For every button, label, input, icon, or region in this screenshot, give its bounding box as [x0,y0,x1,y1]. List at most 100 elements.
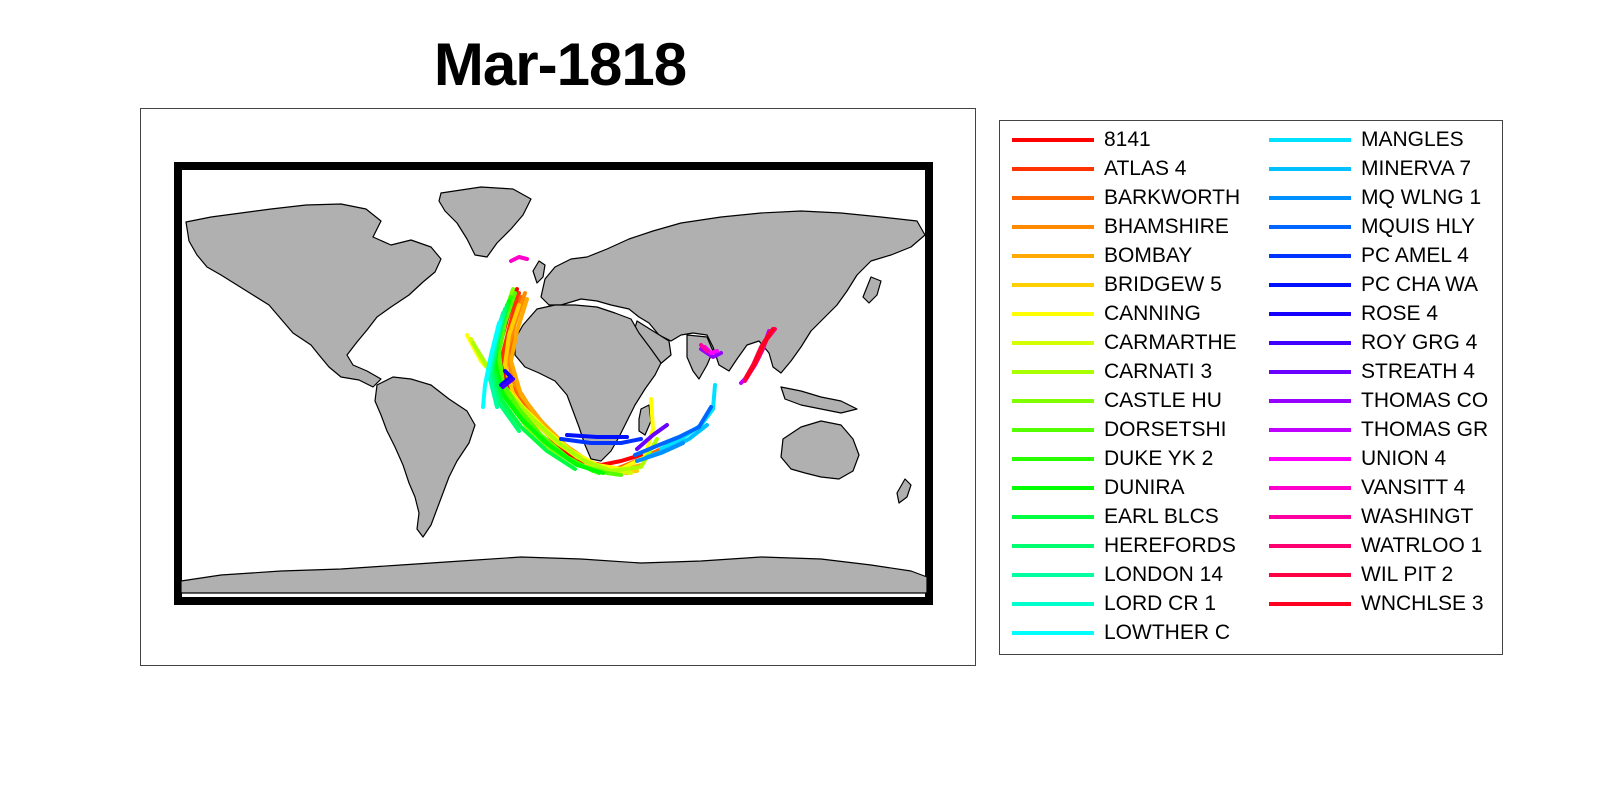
ship-route [565,433,629,439]
legend-label: UNION 4 [1361,446,1447,470]
world-map [174,162,933,605]
legend-swatch [1269,369,1351,374]
legend-label: CANNING [1104,301,1201,325]
legend-swatch [1012,195,1094,200]
legend-entry: ROY GRG 4 [1257,328,1477,357]
legend-swatch [1012,398,1094,403]
legend-label: DUKE YK 2 [1104,446,1214,470]
legend-swatch [1012,427,1094,432]
ship-route [481,321,501,409]
legend-label: STREATH 4 [1361,359,1475,383]
legend-label: BARKWORTH [1104,185,1241,209]
legend-label: CARNATI 3 [1104,359,1213,383]
legend-entry: CASTLE HU [1000,386,1222,415]
legend-label: WNCHLSE 3 [1361,591,1484,615]
legend-entry: 8141 [1000,125,1151,154]
legend-entry: WIL PIT 2 [1257,560,1453,589]
legend-label: WIL PIT 2 [1361,562,1454,586]
legend-entry: STREATH 4 [1257,357,1475,386]
legend-entry: MQUIS HLY [1257,212,1475,241]
legend-label: CASTLE HU [1104,388,1222,412]
legend-label: MQUIS HLY [1361,214,1475,238]
madagascar [638,404,652,436]
land-masses [180,186,928,594]
legend-swatch [1012,224,1094,229]
legend-entry: CARMARTHE [1000,328,1237,357]
legend-entry: PC AMEL 4 [1257,241,1469,270]
legend-entry: VANSITT 4 [1257,473,1465,502]
legend-swatch [1269,456,1351,461]
legend-entry: MANGLES [1257,125,1464,154]
legend-entry: HEREFORDS [1000,531,1236,560]
legend-entry: BHAMSHIRE [1000,212,1229,241]
legend-entry: WATRLOO 1 [1257,531,1482,560]
legend-label: LORD CR 1 [1104,591,1217,615]
legend-label: BRIDGEW 5 [1104,272,1222,296]
legend-entry: BOMBAY [1000,241,1192,270]
legend-entry: DORSETSHI [1000,415,1227,444]
legend-entry: ATLAS 4 [1000,154,1186,183]
legend-swatch [1012,630,1094,635]
legend-label: EARL BLCS [1104,504,1219,528]
legend-entry: LOWTHER C [1000,618,1230,647]
legend-label: ROY GRG 4 [1361,330,1478,354]
legend-label: 8141 [1104,127,1151,151]
ship-routes [465,255,777,477]
ship-route [559,437,643,445]
legend-label: DORSETSHI [1104,417,1227,441]
ship-route [745,327,775,379]
legend-swatch [1012,572,1094,577]
legend-entry: THOMAS GR [1257,415,1488,444]
legend-entry: CARNATI 3 [1000,357,1212,386]
legend-label: LOWTHER C [1104,620,1230,644]
legend-entry: EARL BLCS [1000,502,1219,531]
legend-swatch [1269,398,1351,403]
legend-label: MQ WLNG 1 [1361,185,1482,209]
ship-route [635,441,685,463]
legend-swatch [1012,514,1094,519]
north-america [185,203,442,388]
legend-entry: THOMAS CO [1257,386,1488,415]
legend-entry: BRIDGEW 5 [1000,270,1222,299]
legend-label: ROSE 4 [1361,301,1439,325]
legend-swatch [1012,340,1094,345]
eurasia [540,210,926,374]
legend-swatch [1269,195,1351,200]
legend-swatch [1269,485,1351,490]
legend-entry: CANNING [1000,299,1201,328]
australia [780,420,860,480]
antarctica [180,556,928,594]
legend-entry: MINERVA 7 [1257,154,1471,183]
legend-entry: LORD CR 1 [1000,589,1216,618]
legend-swatch [1012,311,1094,316]
legend-label: DUNIRA [1104,475,1185,499]
legend-swatch [1269,514,1351,519]
legend-entry: BARKWORTH [1000,183,1240,212]
ship-route [699,343,709,353]
legend-entry: PC CHA WA [1257,270,1478,299]
legend-swatch [1269,427,1351,432]
legend-entry: LONDON 14 [1000,560,1223,589]
legend-label: LONDON 14 [1104,562,1224,586]
legend-swatch [1012,253,1094,258]
legend-label: PC CHA WA [1361,272,1479,296]
legend-swatch [1269,543,1351,548]
legend-swatch [1012,282,1094,287]
legend-label: HEREFORDS [1104,533,1236,557]
legend: 8141 ATLAS 4 BARKWORTH BHAMSHIRE BOMBAY BRIDG… [999,120,1503,655]
legend-label: BHAMSHIRE [1104,214,1229,238]
legend-label: BOMBAY [1104,243,1193,267]
legend-swatch [1012,485,1094,490]
south-america [374,376,476,538]
map-border [174,162,933,605]
ship-route [633,405,713,457]
legend-swatch [1269,282,1351,287]
legend-label: THOMAS GR [1361,417,1489,441]
legend-entry: UNION 4 [1257,444,1446,473]
map-title: Mar-1818 [433,31,687,98]
legend-entry: DUNIRA [1000,473,1185,502]
legend-swatch [1012,456,1094,461]
legend-label: PC AMEL 4 [1361,243,1469,267]
india [686,334,714,380]
ship-route [501,377,515,389]
